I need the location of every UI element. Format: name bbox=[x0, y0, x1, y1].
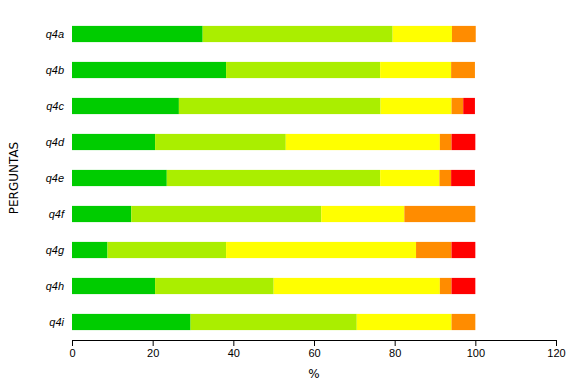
bar-segment bbox=[440, 278, 452, 294]
y-tick: q4b bbox=[46, 64, 72, 76]
y-tick: q4c bbox=[46, 100, 72, 112]
bars bbox=[72, 26, 476, 330]
y-tick-label: q4e bbox=[46, 172, 64, 184]
bar-segment bbox=[357, 314, 452, 330]
bar-segment bbox=[451, 62, 475, 78]
bar-segment bbox=[451, 170, 475, 186]
x-axis-title: % bbox=[308, 367, 319, 381]
x-tick-label: 20 bbox=[147, 347, 159, 359]
bar-segment bbox=[452, 98, 464, 114]
y-tick-label: q4c bbox=[46, 100, 64, 112]
bar-segment bbox=[439, 170, 451, 186]
bar-segment bbox=[452, 134, 476, 150]
x-tick: 0 bbox=[69, 340, 75, 359]
x-tick-label: 120 bbox=[547, 347, 565, 359]
y-tick: q4d bbox=[46, 136, 72, 148]
bar-segment bbox=[380, 170, 439, 186]
y-tick: q4h bbox=[46, 280, 72, 292]
chart: 020406080100120q4aq4bq4cq4dq4eq4fq4gq4hq… bbox=[0, 0, 580, 390]
y-axis-title: PERGUNTAS bbox=[7, 142, 21, 214]
x-tick-label: 100 bbox=[467, 347, 485, 359]
y-tick: q4a bbox=[46, 28, 72, 40]
bar-segment bbox=[72, 170, 167, 186]
x-tick-label: 40 bbox=[228, 347, 240, 359]
x-tick: 100 bbox=[467, 340, 485, 359]
y-tick-label: q4a bbox=[46, 28, 64, 40]
plot-area: 020406080100120q4aq4bq4cq4dq4eq4fq4gq4hq… bbox=[46, 26, 566, 359]
y-tick-label: q4g bbox=[46, 244, 65, 256]
bar-segment bbox=[167, 170, 380, 186]
bar-segment bbox=[155, 278, 274, 294]
x-tick-mark bbox=[153, 340, 154, 346]
bar-segment bbox=[380, 62, 451, 78]
x-tick-mark bbox=[233, 340, 234, 346]
bar-segment bbox=[72, 206, 131, 222]
bar-segment bbox=[72, 62, 226, 78]
bar-segment bbox=[72, 278, 155, 294]
bar-segment bbox=[72, 314, 191, 330]
x-axis-line bbox=[73, 341, 557, 347]
bar-segment bbox=[107, 242, 226, 258]
x-tick-mark bbox=[475, 340, 476, 346]
bar-segment bbox=[452, 26, 476, 42]
bar-segment bbox=[463, 98, 475, 114]
bar-segment bbox=[475, 206, 476, 222]
bar-segment bbox=[286, 134, 440, 150]
bar-segment bbox=[452, 314, 476, 330]
bar-segment bbox=[191, 314, 357, 330]
bar-segment bbox=[155, 134, 286, 150]
bar-segment bbox=[72, 134, 155, 150]
y-tick-label: q4h bbox=[46, 280, 64, 292]
x-tick-mark bbox=[395, 340, 396, 346]
y-tick: q4g bbox=[46, 244, 72, 256]
bar-segment bbox=[440, 134, 452, 150]
x-tick-mark bbox=[314, 340, 315, 346]
bar-segment bbox=[404, 206, 475, 222]
x-axis: 0 20 40 60 80 100 120 bbox=[69, 340, 565, 359]
x-tick: 80 bbox=[389, 340, 401, 359]
bar-segment bbox=[72, 242, 107, 258]
y-tick: q4i bbox=[49, 316, 72, 328]
bar-series bbox=[451, 98, 475, 294]
bar-segment bbox=[416, 242, 451, 258]
bar-segment bbox=[381, 98, 452, 114]
x-tick-label: 0 bbox=[69, 347, 75, 359]
bar-segment bbox=[72, 98, 179, 114]
bar-series bbox=[404, 26, 475, 330]
bar-segment bbox=[474, 62, 475, 78]
bar-segment bbox=[179, 98, 381, 114]
y-tick: q4e bbox=[46, 172, 72, 184]
bar-segment bbox=[72, 26, 203, 42]
bar-segment bbox=[393, 26, 452, 42]
y-tick-label: q4i bbox=[49, 316, 64, 328]
bar-segment bbox=[274, 278, 440, 294]
y-tick-label: q4b bbox=[46, 64, 64, 76]
x-tick-mark bbox=[556, 340, 557, 346]
bar-segment bbox=[475, 26, 476, 42]
bar-segment bbox=[452, 242, 476, 258]
bar-segment bbox=[475, 314, 476, 330]
bar-segment bbox=[321, 206, 404, 222]
y-tick-label: q4f bbox=[49, 208, 65, 220]
y-axis: q4a q4b q4c q4d q4e q4f q4g q4h q4i bbox=[46, 28, 72, 328]
x-tick-label: 80 bbox=[389, 347, 401, 359]
x-tick: 20 bbox=[147, 340, 159, 359]
bar-segment bbox=[452, 278, 476, 294]
bar-segment bbox=[226, 62, 380, 78]
bar-series bbox=[226, 26, 452, 330]
y-tick-label: q4d bbox=[46, 136, 65, 148]
x-tick: 60 bbox=[308, 340, 320, 359]
x-tick-label: 60 bbox=[308, 347, 320, 359]
y-tick: q4f bbox=[49, 208, 72, 220]
x-tick: 120 bbox=[547, 340, 565, 359]
bar-segment bbox=[131, 206, 321, 222]
x-tick-mark bbox=[72, 340, 73, 346]
x-tick: 40 bbox=[228, 340, 240, 359]
bar-segment bbox=[226, 242, 416, 258]
bar-segment bbox=[203, 26, 393, 42]
